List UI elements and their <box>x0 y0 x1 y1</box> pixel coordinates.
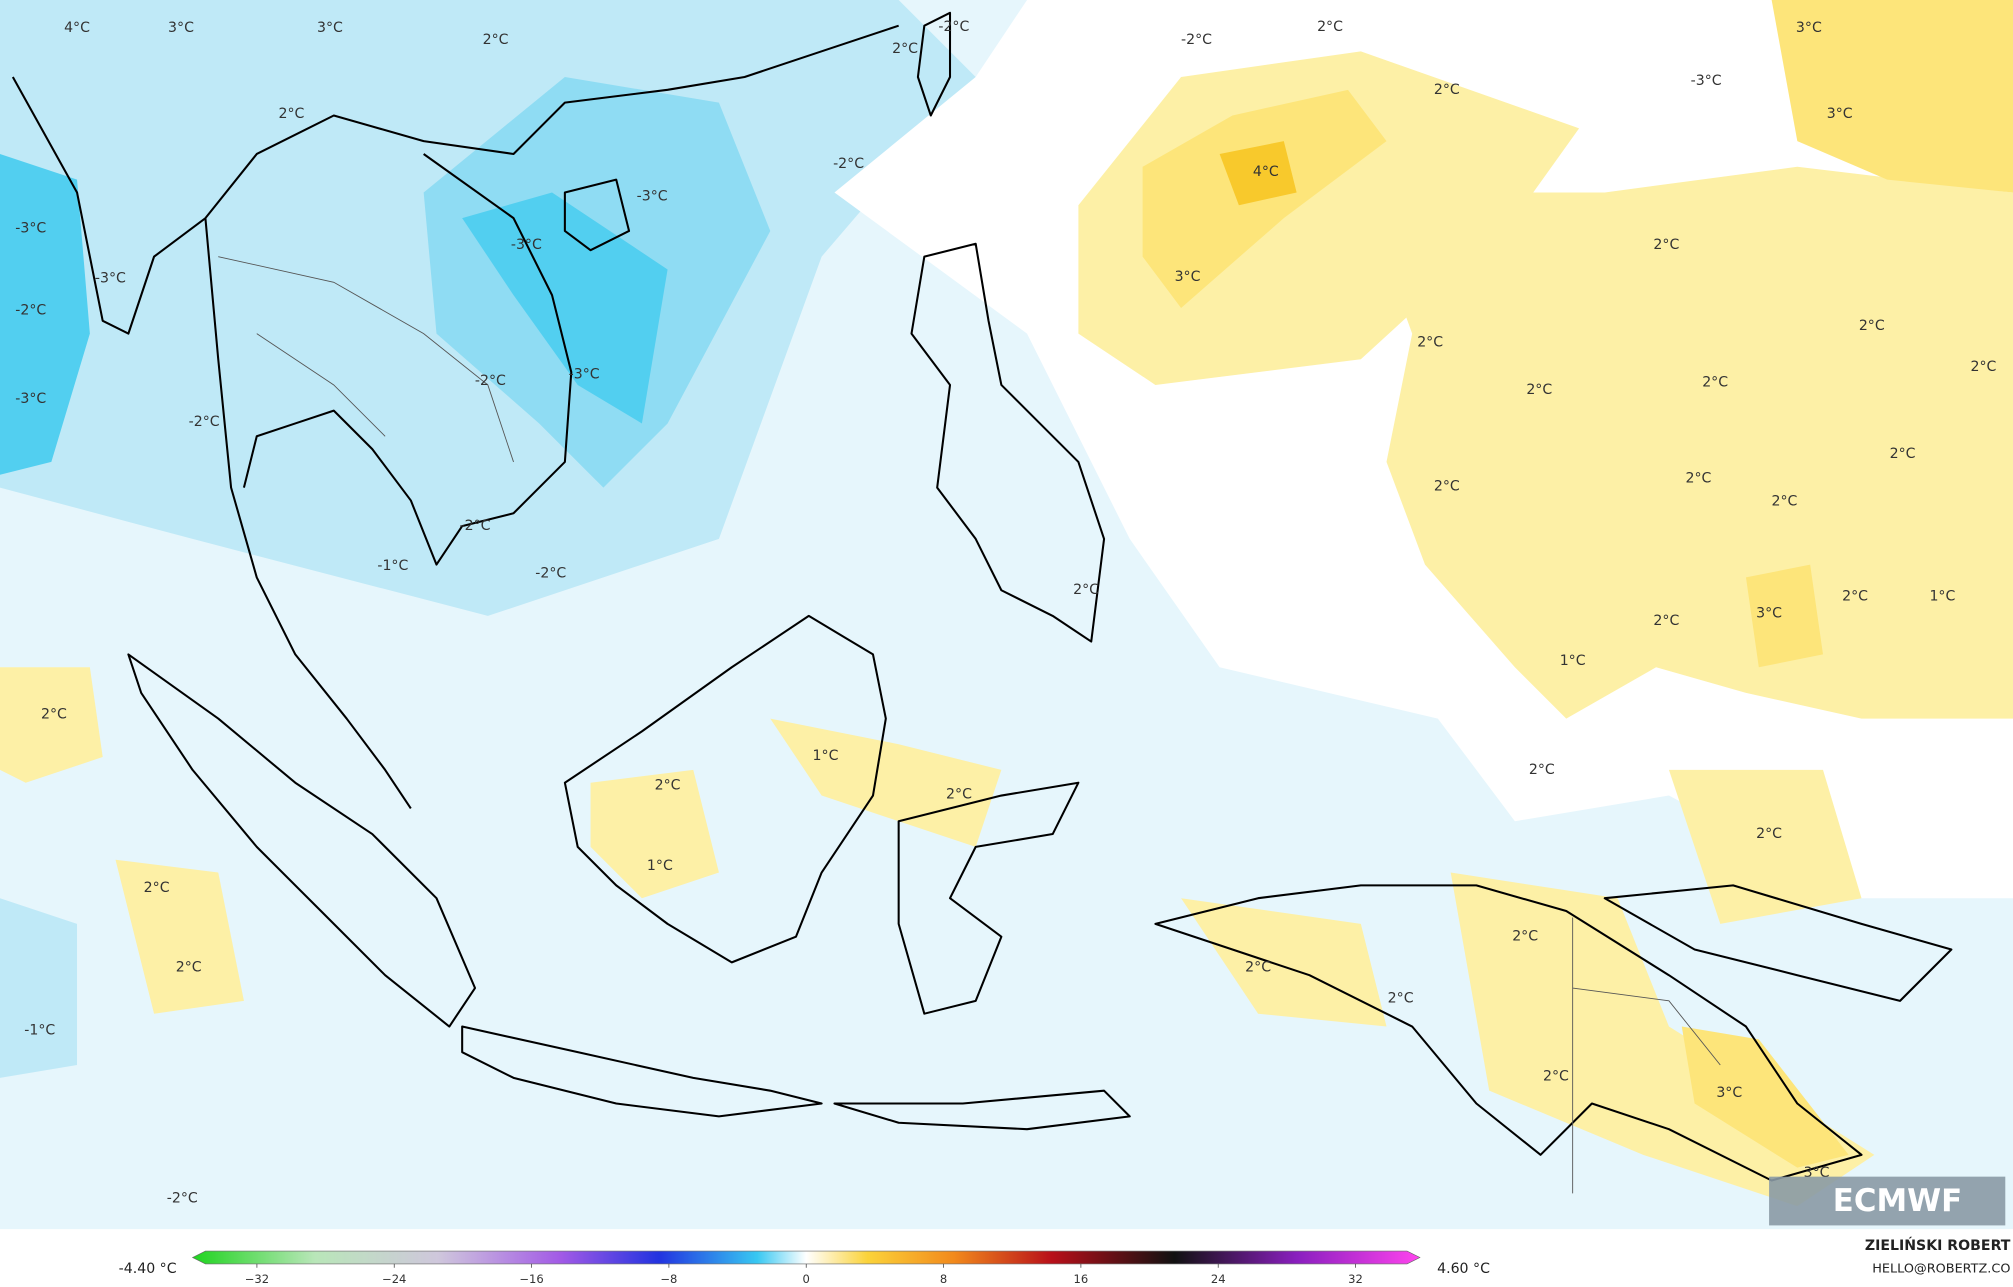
contour-label: 2°C <box>1073 582 1099 598</box>
contour-label: 2°C <box>1529 762 1555 778</box>
contour-label: 1°C <box>813 748 839 764</box>
contour-label: 2°C <box>1245 959 1271 975</box>
contour-label: 2°C <box>1653 613 1679 629</box>
contour-label: 3°C <box>1716 1085 1742 1101</box>
contour-label: 3°C <box>1796 20 1822 36</box>
colorbar: −32 −24 −16 −8 0 8 16 24 32 <box>191 1250 1421 1286</box>
contour-label: -3°C <box>95 270 126 286</box>
contour-label: 2°C <box>892 41 918 57</box>
contour-label: 1°C <box>1929 589 1955 605</box>
colorbar-tick-label: 8 <box>940 1272 947 1286</box>
contour-label: 2°C <box>176 959 202 975</box>
contour-label: 2°C <box>1772 494 1798 510</box>
contour-label: -2°C <box>15 303 46 319</box>
borders <box>218 256 1721 1194</box>
colorbar-bar <box>191 1250 1421 1265</box>
contour-label: -3°C <box>637 188 668 204</box>
contour-label: 2°C <box>1417 335 1443 351</box>
email: HELLO@ROBERTZ.CO <box>1872 1262 2010 1277</box>
field <box>0 0 2013 1230</box>
colorbar-min: -4.40 °C <box>119 1261 177 1277</box>
contour-label: 2°C <box>1434 82 1460 98</box>
contour-label: 2°C <box>1686 471 1712 487</box>
contour-label: 2°C <box>144 880 170 896</box>
contour-label: 2°C <box>1842 589 1868 605</box>
contour-label: 2°C <box>946 786 972 802</box>
contour-label: 2°C <box>483 32 509 48</box>
colorbar-tick-label: 24 <box>1211 1272 1226 1286</box>
contour-label: -2°C <box>189 414 220 430</box>
contour-label: 1°C <box>1560 653 1586 669</box>
logo-box <box>1769 1176 2006 1226</box>
contour-label: 1°C <box>647 858 673 874</box>
contour-label: 2°C <box>41 707 67 723</box>
contour-label: -3°C <box>511 237 542 253</box>
contour-label: -2°C <box>460 518 491 534</box>
contour-label: -2°C <box>167 1190 198 1206</box>
contour-label: -3°C <box>569 367 600 383</box>
contour-label: 2°C <box>1890 446 1916 462</box>
contour-label: 2°C <box>278 106 304 122</box>
contour-label: -1°C <box>24 1022 55 1038</box>
colorbar-tick-label: −24 <box>382 1272 406 1286</box>
contour-label: 2°C <box>1702 374 1728 390</box>
colorbar-tick-label: −8 <box>660 1272 677 1286</box>
colorbar-tick-label: −32 <box>245 1272 269 1286</box>
contour-label: 2°C <box>1526 382 1552 398</box>
contour-label: -1°C <box>377 558 408 574</box>
contour-label: 2°C <box>1512 929 1538 945</box>
contour-label: 3°C <box>317 20 343 36</box>
contour-label: -3°C <box>1691 73 1722 89</box>
colorbar-max: 4.60 °C <box>1437 1261 1490 1277</box>
logo: ECMWF <box>1769 1176 2006 1226</box>
contour-label: 2°C <box>1653 237 1679 253</box>
contour-label: 3°C <box>1827 106 1853 122</box>
contour-label: 2°C <box>1971 359 1997 375</box>
logo-text: ECMWF <box>1833 1183 1962 1219</box>
coastlines <box>11 11 1953 1182</box>
contour-label: 4°C <box>1253 164 1279 180</box>
contour-label: 2°C <box>1388 990 1414 1006</box>
contour-label: 3°C <box>1756 605 1782 621</box>
contour-labels: 4°C 3°C 3°C 2°C 2°C -3°C -3°C -2°C -3°C -2°C -3°C -… <box>15 19 1996 1207</box>
contour-label: 2°C <box>1543 1069 1569 1085</box>
contour-label: -2°C <box>833 156 864 172</box>
contour-label: -3°C <box>15 391 46 407</box>
contour-label: 3°C <box>168 20 194 36</box>
contour-label: 4°C <box>64 20 90 36</box>
colorbar-tick-label: 0 <box>803 1272 810 1286</box>
contour-label: -3°C <box>15 220 46 236</box>
author: ZIELIŃSKI ROBERT <box>1865 1236 2011 1254</box>
contour-label: 2°C <box>655 777 681 793</box>
contour-label: -2°C <box>475 373 506 389</box>
colorbar-tick-label: −16 <box>519 1272 543 1286</box>
contour-label: 3°C <box>1175 269 1201 285</box>
contour-label: 2°C <box>1317 19 1343 35</box>
contour-label: 2°C <box>1756 826 1782 842</box>
contour-label: -2°C <box>1181 32 1212 48</box>
contour-label: -2°C <box>938 19 969 35</box>
colorbar-tick-label: 32 <box>1348 1272 1363 1286</box>
contour-label: 2°C <box>1434 478 1460 494</box>
colorbar-tick-label: 16 <box>1074 1272 1089 1286</box>
contour-label: -2°C <box>535 566 566 582</box>
contour-label: 2°C <box>1859 318 1885 334</box>
